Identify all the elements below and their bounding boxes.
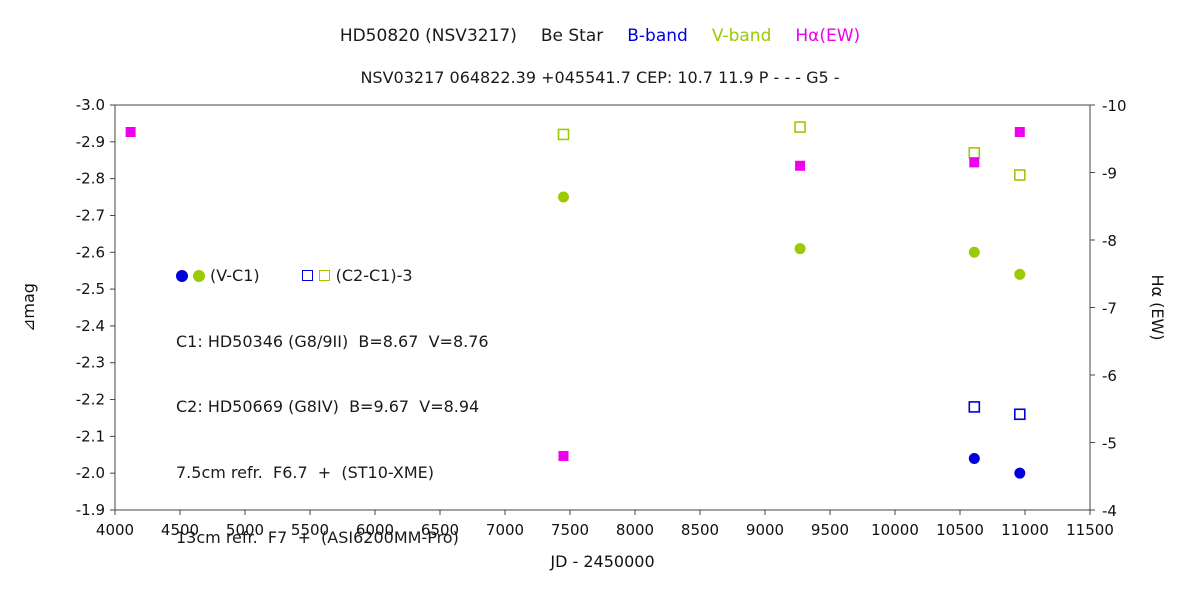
y-left-tick-label: -2.3 [76,354,105,372]
x-tick-label: 7000 [486,521,524,539]
x-tick-label: 7500 [551,521,589,539]
y-right-tick-label: -7 [1102,300,1117,318]
y-right-tick-label: -6 [1102,367,1117,385]
legend-vc1-label: (V-C1) [210,266,260,286]
y-left-tick-label: -2.4 [76,317,105,335]
y-left-tick-label: -2.8 [76,170,105,188]
x-tick-label: 5000 [226,521,264,539]
y-right-tick-label: -10 [1102,97,1127,115]
x-tick-label: 4500 [161,521,199,539]
data-point [557,128,570,141]
legend-comparison1: C1: HD50346 (G8/9II) B=8.67 V=8.76 [176,331,489,351]
y-left-tick-label: -2.9 [76,133,105,151]
data-point [1014,467,1026,479]
chart-title: HD50820 (NSV3217) Be Star B-band V-band … [0,26,1200,46]
data-point [968,452,980,464]
y-right-tick-label: -4 [1102,502,1117,520]
title-b-band-label: B-band [627,26,688,46]
y-left-tick-label: -2.7 [76,206,105,224]
y-right-tick-label: -5 [1102,435,1117,453]
v-band-square-marker-icon [318,270,330,282]
b-band-circle-marker-icon [176,269,188,282]
y-right-tick-label: -9 [1102,165,1117,183]
data-point [558,191,569,203]
y-left-tick-label: -2.6 [76,243,105,261]
y-left-tick-label: -3.0 [76,96,105,114]
x-tick-label: 4000 [96,521,134,539]
data-point [794,243,806,255]
y-left-tick-label: -2.1 [76,427,105,445]
x-tick-label: 10500 [936,521,984,539]
y-axis-label-left: ⊿mag [19,283,38,332]
legend-series-row: (V-C1) (C2-C1)-3 [176,262,489,290]
title-v-band-label: V-band [711,26,772,46]
data-point [1014,268,1026,280]
b-band-square-marker-icon [301,270,313,282]
data-point [969,157,980,168]
legend-instrument2: 13cm refr. F7 + (ASI6200MM-Pro) [176,528,459,548]
title-star-type: Be Star [540,26,604,46]
y-left-tick-label: -2.2 [76,391,105,409]
y-left-tick-label: -1.9 [76,501,105,519]
chart-subtitle: NSV03217 064822.39 +045541.7 CEP: 10.7 1… [360,68,840,87]
data-point [968,246,980,258]
data-point [795,160,806,171]
legend-c2c1-label: (C2-C1)-3 [335,266,413,286]
data-point [1014,127,1025,137]
y-right-tick-label: -8 [1102,232,1117,250]
y-left-tick-label: -2.0 [76,464,105,482]
data-point [968,147,981,159]
x-tick-label: 11000 [1001,521,1049,539]
legend-comparison2: C2: HD50669 (G8IV) B=9.67 V=8.94 [176,397,480,417]
x-tick-label: 5500 [291,521,329,539]
data-point [125,127,136,137]
data-point [1013,408,1026,421]
x-tick-label: 8000 [616,521,654,539]
x-tick-label: 9500 [811,521,849,539]
x-tick-label: 9000 [746,521,784,539]
x-tick-label: 10000 [871,521,919,539]
y-axis-label-right: Hα (EW) [1148,274,1167,340]
legend-instrument1: 7.5cm refr. F6.7 + (ST10-XME) [176,462,435,482]
v-band-circle-marker-icon [193,269,205,282]
x-tick-label: 6000 [356,521,394,539]
data-point [1013,169,1026,181]
x-tick-label: 8500 [681,521,719,539]
title-halpha-label: Hα(EW) [795,26,861,46]
data-point [794,121,806,133]
data-point [558,451,569,461]
x-tick-label: 11500 [1066,521,1114,539]
x-axis-label: JD - 2450000 [549,552,654,571]
y-left-tick-label: -2.5 [76,280,105,298]
x-tick-label: 6500 [421,521,459,539]
data-point [968,401,981,413]
title-star-name: HD50820 (NSV3217) [339,26,517,46]
legend: (V-C1) (C2-C1)-3 C1: HD50346 (G8/9II) B=… [176,224,489,590]
